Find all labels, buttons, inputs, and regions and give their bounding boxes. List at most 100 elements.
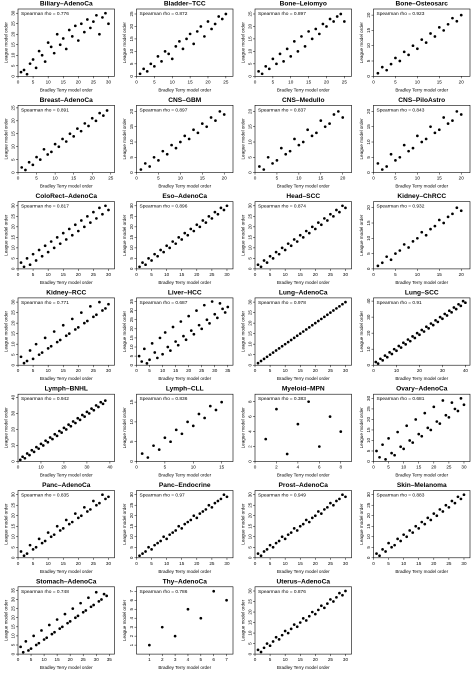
plot-frame [136,490,234,559]
data-point [46,153,50,156]
data-point [102,114,105,118]
x-tick-label: 25 [446,561,452,566]
data-point [178,40,181,43]
y-tick-label: 20 [366,513,371,519]
x-tick-label: 15 [200,176,206,181]
data-point [34,643,38,647]
y-tick-label: 5 [129,354,134,357]
data-point [86,510,89,513]
data-point [402,341,405,345]
data-point [181,47,185,51]
x-tick-label: 30 [106,561,112,566]
data-point [156,55,160,58]
x-axis-label: Bradley Terry model order [277,87,330,92]
data-point [216,499,220,503]
data-point [201,219,205,222]
data-point [183,522,187,526]
x-tick-label: 10 [401,561,407,566]
x-tick-label: 5 [394,79,397,84]
data-point [341,493,344,497]
x-tick-label: 6 [212,657,215,662]
data-point [303,45,307,48]
panel-title: Kidney–RCC [46,289,86,296]
data-point [298,524,302,528]
data-point [446,122,450,126]
data-point [34,545,38,549]
y-tick-label: 5 [366,449,371,452]
data-point [171,240,175,243]
plot-frame [373,393,471,462]
data-point [153,64,156,68]
y-tick-label: 20 [11,320,16,326]
data-point [98,111,102,115]
data-point [225,598,228,602]
x-tick-label: 20 [222,176,228,181]
data-point [307,400,310,404]
data-point [222,208,226,212]
y-tick-label: 0 [129,267,134,270]
data-point [298,621,302,624]
data-point [73,328,77,331]
y-axis-label: League model order [122,407,127,449]
panel-title: Bladder–TCC [164,1,206,8]
data-point [142,67,145,71]
plot-frame [254,490,352,559]
data-point [319,119,323,122]
data-point [208,322,211,325]
x-tick-label: 0 [254,657,257,662]
plot-frame [17,8,115,77]
data-point [459,13,463,17]
data-point [150,342,154,345]
data-point [437,128,441,132]
y-axis-label: League model order [359,214,364,256]
data-point [55,434,59,438]
data-point [277,638,281,641]
x-tick-label: 20 [186,368,192,373]
spearman-annotation: Spearman rho = 0.949 [258,493,306,499]
data-point [85,410,89,414]
data-point [376,162,380,165]
y-tick-label: 5 [248,257,253,260]
data-point [180,432,184,436]
y-axis-label: League model order [241,22,246,64]
y-tick-label: 35 [11,587,16,593]
x-tick-label: 2 [161,657,164,662]
data-point [203,416,206,420]
x-tick-label: 10 [46,368,52,373]
x-tick-label: 15 [179,561,185,566]
data-point [83,122,87,125]
data-point [40,351,44,354]
data-point [107,22,110,26]
data-point [316,319,320,323]
y-tick-label: 10 [129,48,134,54]
data-point [97,600,101,603]
scatter-panel: Stomach–AdenoCa Spearman rho = 0.748 0 5 10 1… [4,578,115,670]
data-point [144,263,147,267]
x-tick-label: 5 [269,657,272,662]
data-point [222,493,226,497]
data-point [335,15,339,18]
panel-title: Myeloid–MPN [282,386,325,393]
y-tick-label: 5 [11,158,16,161]
x-tick-label: 20 [313,657,319,662]
data-point [307,231,311,235]
x-tick-label: 15 [416,561,422,566]
y-tick-label: 10 [248,534,253,540]
scatter-panel: CNS–PiloAstro Spearman rho = 0.843 0 5 10 15 2… [359,97,471,189]
data-point [432,405,436,409]
data-point [411,240,415,243]
scatter-panel: Skin–Melanoma Spearman rho = 0.883 0 5 10 15 2… [359,482,471,574]
data-point [73,223,77,227]
data-point [271,57,275,61]
data-point [316,221,320,224]
data-point [411,44,415,48]
y-tick-label: 0 [248,75,253,78]
plot-frame [136,105,234,173]
scatter-panel: Eso–AdenoCa Spearman rho = 0.896 0 5 10 15 20 2… [122,193,234,285]
y-tick-label: 25 [11,502,16,508]
data-point [140,360,144,363]
data-point [46,440,50,444]
data-point [94,404,98,407]
plot-frame [17,393,115,462]
data-point [408,339,412,343]
